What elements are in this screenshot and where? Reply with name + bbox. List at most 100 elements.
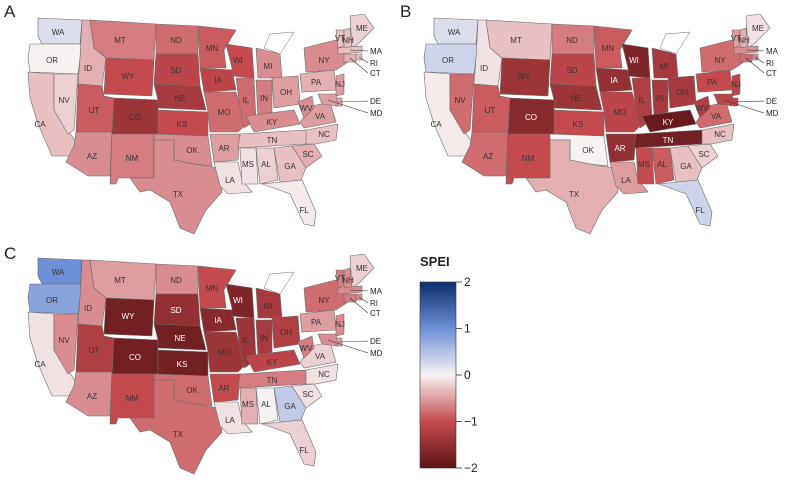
state-label-ia: IA	[214, 316, 222, 325]
state-label-vt: VT	[731, 34, 741, 43]
state-label-va: VA	[315, 112, 326, 121]
state-label-ar: AR	[218, 144, 229, 153]
state-nv	[53, 73, 79, 135]
state-ne	[153, 83, 207, 111]
state-label-oh: OH	[676, 88, 688, 97]
state-ar	[209, 133, 241, 163]
state-nj	[731, 73, 741, 97]
us-map: WA OR CA NV ID MT WY UT AZ CO NM ND SD NE KS OK TX MN IA MO…	[27, 254, 383, 475]
state-label-ga: GA	[284, 162, 296, 171]
state-label-ut: UT	[89, 106, 100, 115]
state-ia	[199, 307, 237, 333]
state-label-me: ME	[356, 24, 368, 33]
state-in	[255, 79, 273, 117]
state-la	[213, 401, 253, 435]
state-leader-line	[745, 57, 765, 74]
state-ny	[303, 39, 349, 73]
state-label-vt: VT	[335, 274, 345, 283]
state-ia	[595, 67, 633, 93]
great-lakes	[263, 31, 295, 55]
state-wi	[621, 43, 651, 79]
state-ar	[209, 373, 241, 403]
state-la	[609, 161, 649, 195]
state-leader-line	[358, 296, 369, 304]
state-ne	[549, 83, 603, 111]
state-ms	[635, 147, 655, 185]
state-label-tx: TX	[173, 430, 184, 439]
state-wi	[225, 283, 255, 319]
state-label-wv: WV	[300, 104, 314, 113]
color-scale-legend: 2 1 0 −1 −2	[419, 275, 478, 475]
state-wv	[693, 95, 711, 119]
panel-letter: A	[4, 2, 16, 21]
state-label-sc: SC	[302, 390, 313, 399]
state-label-oh: OH	[280, 328, 292, 337]
state-label-ct: CT	[766, 69, 777, 78]
state-nc	[305, 363, 339, 385]
state-label-ut: UT	[89, 346, 100, 355]
state-label-co: CO	[129, 113, 141, 122]
state-label-in: IN	[656, 94, 664, 103]
state-label-mt: MT	[510, 36, 522, 45]
state-label-ms: MS	[242, 160, 254, 169]
state-label-me: ME	[356, 264, 368, 273]
state-label-ia: IA	[610, 76, 618, 85]
state-label-pa: PA	[311, 78, 322, 87]
state-me	[349, 14, 375, 49]
state-label-in: IN	[260, 94, 268, 103]
state-label-la: LA	[225, 416, 235, 425]
state-mo	[203, 331, 247, 373]
state-label-mn: MN	[206, 284, 219, 293]
state-label-tn: TN	[267, 376, 278, 385]
state-label-nc: NC	[318, 370, 330, 379]
state-label-va: VA	[315, 352, 326, 361]
state-leader-line	[349, 49, 369, 52]
state-al	[255, 387, 279, 425]
state-label-id: ID	[84, 64, 92, 73]
state-label-il: IL	[639, 96, 646, 105]
state-label-nv: NV	[58, 336, 70, 345]
state-mo	[203, 91, 247, 133]
state-label-wy: WY	[122, 312, 136, 321]
state-tx	[525, 139, 619, 235]
state-sc	[687, 143, 719, 169]
state-label-la: LA	[621, 176, 631, 185]
state-label-ar: AR	[218, 384, 229, 393]
state-wy	[103, 57, 155, 97]
state-ny	[303, 279, 349, 313]
state-mn	[593, 25, 633, 69]
state-ms	[239, 147, 259, 185]
state-ga	[273, 145, 307, 183]
state-ga	[669, 145, 703, 183]
state-fl	[261, 419, 317, 467]
state-label-sc: SC	[302, 150, 313, 159]
state-label-nj: NJ	[731, 80, 741, 89]
state-label-ks: KS	[177, 120, 188, 129]
state-sc	[291, 383, 323, 409]
state-label-nv: NV	[454, 96, 466, 105]
state-label-la: LA	[225, 176, 235, 185]
state-label-az: AZ	[87, 392, 97, 401]
state-label-nj: NJ	[335, 320, 345, 329]
state-nc	[701, 123, 735, 145]
state-label-nm: NM	[126, 394, 139, 403]
great-lakes	[263, 271, 295, 295]
state-leader-line	[349, 289, 369, 292]
state-ia	[199, 67, 237, 93]
state-label-mo: MO	[218, 348, 231, 357]
state-label-in: IN	[260, 334, 268, 343]
state-label-pa: PA	[707, 78, 718, 87]
state-label-nd: ND	[170, 36, 182, 45]
state-in	[651, 79, 669, 117]
state-label-fl: FL	[299, 446, 309, 455]
state-label-md: MD	[370, 109, 383, 118]
state-label-de: DE	[370, 97, 381, 106]
state-label-ms: MS	[242, 400, 254, 409]
state-label-nh: NH	[738, 36, 750, 45]
state-label-sd: SD	[170, 306, 181, 315]
state-label-mo: MO	[218, 108, 231, 117]
state-label-de: DE	[370, 337, 381, 346]
state-ne	[153, 323, 207, 351]
state-label-or: OR	[46, 56, 58, 65]
state-label-ca: CA	[34, 120, 46, 129]
